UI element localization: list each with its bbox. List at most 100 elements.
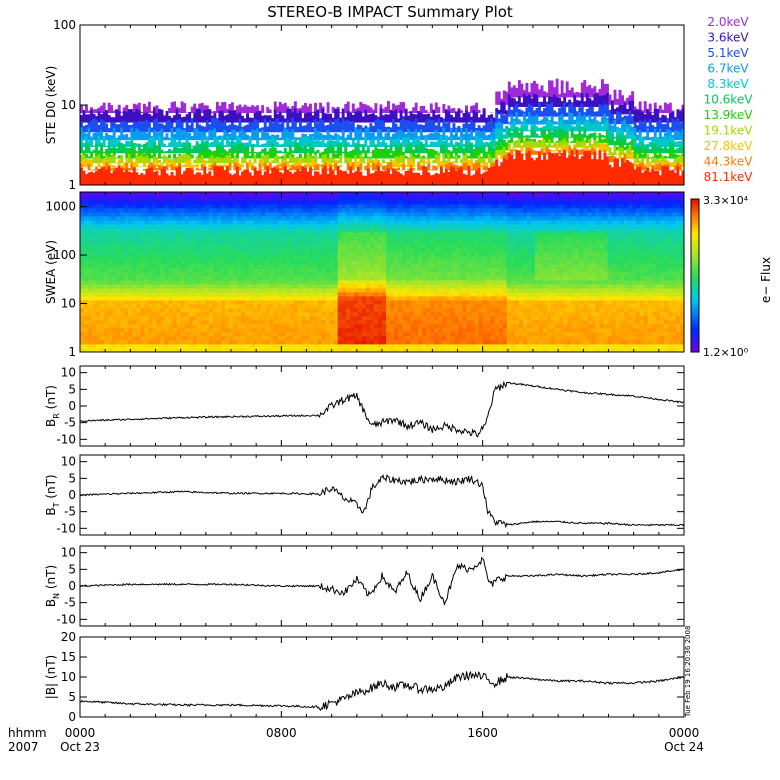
- swea-cell: [273, 308, 278, 313]
- swea-cell: [220, 272, 226, 277]
- ste-bin: [100, 158, 104, 164]
- swea-cell: [309, 236, 314, 241]
- ste-bin: [193, 103, 197, 114]
- ste-bin: [520, 145, 524, 152]
- swea-cell: [140, 312, 145, 317]
- ste-bin: [107, 166, 111, 185]
- swea-cell: [208, 312, 214, 317]
- ste-bin: [505, 154, 509, 163]
- swea-cell: [220, 212, 226, 217]
- ste-bin: [142, 113, 146, 123]
- ste-bin: [470, 142, 473, 154]
- ste-bin: [236, 105, 239, 114]
- ste-bin: [150, 167, 154, 185]
- swea-cell: [269, 244, 274, 249]
- ste-bin: [515, 103, 519, 117]
- swea-cell: [176, 316, 182, 321]
- swea-cell: [237, 288, 242, 293]
- swea-cell: [204, 220, 210, 225]
- ste-bin: [122, 107, 126, 114]
- swea-cell: [212, 300, 218, 305]
- ste-bin: [354, 128, 358, 141]
- swea-cell: [164, 324, 169, 329]
- ste-bin: [263, 118, 267, 133]
- swea-cell: [196, 224, 202, 229]
- ste-bin: [92, 156, 96, 164]
- ste-bin: [427, 172, 431, 185]
- ste-bin: [575, 121, 579, 132]
- swea-cell: [116, 304, 121, 309]
- ste-bin: [404, 170, 408, 185]
- ste-bin: [110, 168, 114, 171]
- swea-cell: [301, 316, 306, 321]
- swea-cell: [257, 268, 262, 273]
- swea-cell: [156, 216, 161, 221]
- ste-bin: [329, 113, 333, 123]
- ste-bin: [163, 143, 166, 148]
- swea-cell: [216, 244, 222, 249]
- ste-bin: [419, 165, 423, 171]
- ste-bin: [301, 136, 305, 148]
- ste-bin: [243, 132, 247, 141]
- ste-bin: [507, 127, 511, 138]
- swea-cell: [281, 192, 286, 197]
- swea-cell: [301, 264, 306, 269]
- ste-bin: [570, 128, 574, 138]
- swea-cell: [88, 320, 93, 325]
- swea-cell: [144, 316, 149, 321]
- swea-cell: [204, 196, 210, 201]
- ste-bin: [236, 159, 239, 168]
- ste-bin: [424, 120, 428, 133]
- ste-bin: [314, 171, 317, 185]
- swea-cell: [297, 316, 302, 321]
- swea-cell: [253, 280, 258, 285]
- swea-cell: [281, 324, 286, 329]
- ste-bin: [475, 129, 479, 141]
- swea-cell: [84, 224, 89, 229]
- ste-bin: [233, 173, 237, 185]
- swea-cell: [120, 276, 125, 281]
- swea-cell: [96, 296, 101, 301]
- swea-cell: [196, 200, 202, 205]
- ste-bin: [462, 148, 466, 154]
- ste-bin: [291, 173, 295, 185]
- ste-bin: [535, 133, 539, 138]
- swea-cell: [132, 292, 137, 297]
- swea-cell: [317, 272, 322, 277]
- swea-cell: [148, 340, 153, 345]
- ste-bin: [603, 95, 607, 107]
- swea-cell: [212, 208, 218, 213]
- ste-bin: [558, 94, 562, 98]
- ste-bin: [641, 122, 645, 133]
- swea-cell: [160, 228, 165, 233]
- ste-bin: [502, 141, 506, 151]
- swea-cell: [285, 308, 290, 313]
- ste-bin: [585, 108, 589, 117]
- swea-cell: [136, 320, 141, 325]
- swea-cell: [204, 236, 210, 241]
- swea-cell: [80, 196, 85, 201]
- swea-cell: [164, 248, 169, 253]
- swea-cell: [245, 220, 250, 225]
- swea-cell: [104, 280, 109, 285]
- swea-cell: [317, 324, 322, 329]
- swea-cell: [180, 236, 186, 241]
- swea-cell: [220, 260, 226, 265]
- swea-cell: [265, 276, 270, 281]
- ste-bin: [671, 169, 675, 185]
- ste-bin: [616, 107, 619, 115]
- swea-cell: [96, 200, 101, 205]
- ste-bin: [590, 144, 594, 148]
- swea-cell: [289, 232, 294, 237]
- ste-bin: [580, 156, 584, 185]
- swea-cell: [253, 272, 258, 277]
- swea-cell: [277, 336, 282, 341]
- swea-cell: [237, 332, 242, 337]
- swea-cell: [116, 340, 121, 345]
- swea-cell: [124, 216, 129, 221]
- swea-cell: [136, 304, 141, 309]
- swea-cell: [313, 288, 318, 293]
- swea-cell: [309, 204, 314, 209]
- swea-cell: [132, 232, 137, 237]
- ste-bin: [444, 109, 448, 123]
